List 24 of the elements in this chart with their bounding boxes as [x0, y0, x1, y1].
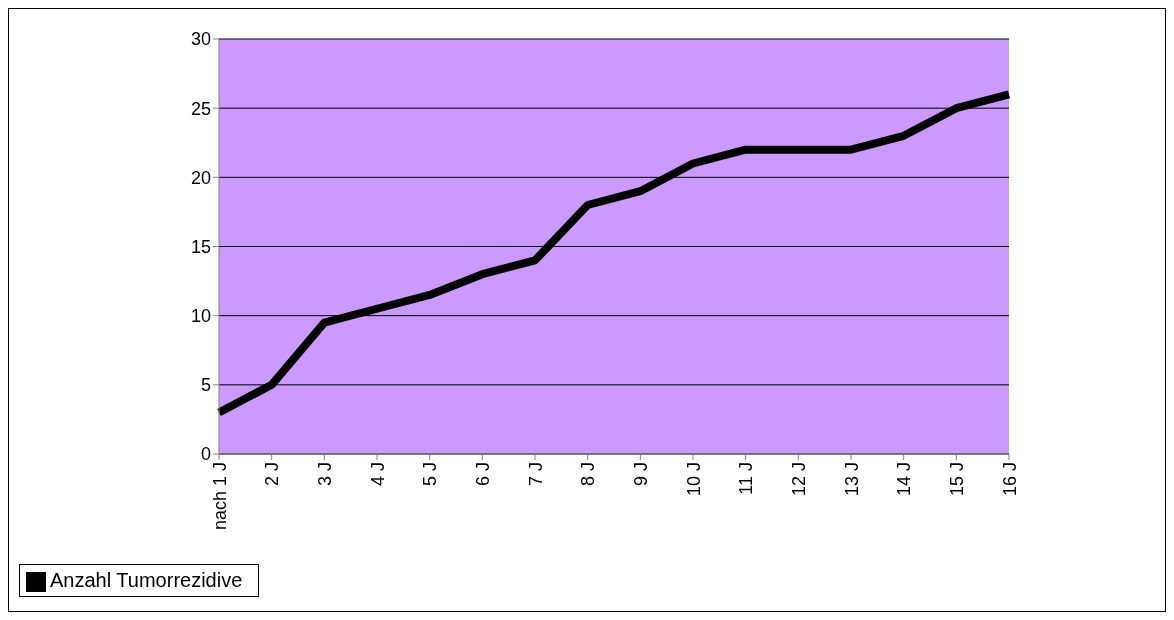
x-tick-label: 10 J [683, 462, 704, 497]
y-tick-label: 15 [190, 236, 211, 257]
x-tick-label: 15 J [947, 462, 968, 497]
y-tick-label: 30 [190, 29, 211, 50]
x-tick-label: 2 J [262, 462, 283, 487]
x-tick-label: 3 J [315, 462, 336, 487]
y-tick-label: 10 [190, 306, 211, 327]
x-tick-label: 8 J [578, 462, 599, 487]
x-tick-label: 9 J [631, 462, 652, 487]
x-tick-label: 11 J [736, 462, 757, 495]
x-tick-label: 16 J [999, 462, 1020, 497]
x-tick-label: 6 J [473, 462, 494, 487]
x-tick-label: 4 J [367, 462, 388, 487]
y-tick-label: 20 [190, 167, 211, 188]
x-tick-label: 5 J [420, 462, 441, 487]
x-tick-label: 13 J [841, 462, 862, 497]
x-tick-label: 12 J [789, 462, 810, 497]
x-tick-label: 14 J [894, 462, 915, 497]
x-tick-label: 7 J [525, 462, 546, 487]
y-tick-label: 25 [190, 98, 211, 119]
y-tick-label: 5 [200, 375, 211, 396]
x-tick-label: nach 1 J [209, 462, 230, 531]
legend-label: Anzahl Tumorrezidive [50, 569, 243, 591]
y-tick-label: 0 [200, 444, 211, 465]
